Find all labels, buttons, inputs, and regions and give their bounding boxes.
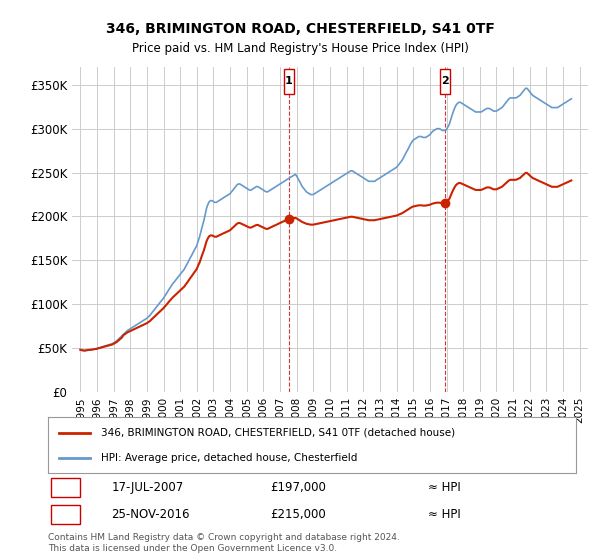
Text: Price paid vs. HM Land Registry's House Price Index (HPI): Price paid vs. HM Land Registry's House … xyxy=(131,42,469,55)
FancyBboxPatch shape xyxy=(50,478,80,497)
Text: 17-JUL-2007: 17-JUL-2007 xyxy=(112,481,184,494)
Text: 2: 2 xyxy=(61,509,69,519)
Text: 346, BRIMINGTON ROAD, CHESTERFIELD, S41 0TF: 346, BRIMINGTON ROAD, CHESTERFIELD, S41 … xyxy=(106,22,494,36)
FancyBboxPatch shape xyxy=(440,69,450,94)
Text: ≈ HPI: ≈ HPI xyxy=(428,508,461,521)
Text: 1: 1 xyxy=(61,483,69,493)
Text: 25-NOV-2016: 25-NOV-2016 xyxy=(112,508,190,521)
Text: HPI: Average price, detached house, Chesterfield: HPI: Average price, detached house, Ches… xyxy=(101,452,357,463)
Text: Contains HM Land Registry data © Crown copyright and database right 2024.
This d: Contains HM Land Registry data © Crown c… xyxy=(48,533,400,553)
Text: £215,000: £215,000 xyxy=(270,508,326,521)
Text: ≈ HPI: ≈ HPI xyxy=(428,481,461,494)
Text: 346, BRIMINGTON ROAD, CHESTERFIELD, S41 0TF (detached house): 346, BRIMINGTON ROAD, CHESTERFIELD, S41 … xyxy=(101,428,455,438)
FancyBboxPatch shape xyxy=(284,69,294,94)
Text: 2: 2 xyxy=(441,76,449,86)
FancyBboxPatch shape xyxy=(50,505,80,524)
Text: £197,000: £197,000 xyxy=(270,481,326,494)
Text: 1: 1 xyxy=(285,76,293,86)
